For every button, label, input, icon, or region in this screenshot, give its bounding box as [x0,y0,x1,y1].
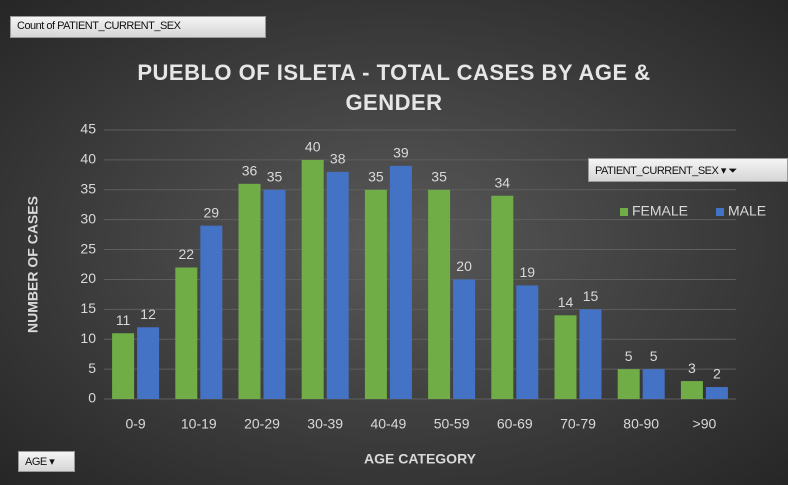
dropdown-icon: ▾ ⏷ [720,165,737,177]
y-tick-label: 5 [88,360,96,376]
bar [428,189,451,399]
y-tick-label: 0 [88,390,96,406]
data-label: 15 [583,288,599,304]
data-label: 35 [431,168,447,184]
x-tick-label: 30-39 [307,416,343,432]
y-tick-label: 40 [80,151,96,167]
x-tick-label: 50-59 [434,416,470,432]
data-label: 35 [267,168,283,184]
x-tick-label: 0-9 [125,416,145,432]
y-axis-label: NUMBER OF CASES [25,196,41,333]
legend-swatch [716,208,724,216]
x-tick-label: 70-79 [560,416,596,432]
bar [137,327,160,399]
bar [453,279,476,399]
data-label: 39 [393,145,409,161]
bar [263,189,286,399]
bar [554,315,577,399]
x-tick-label: 80-90 [623,416,659,432]
data-label: 14 [558,294,574,310]
bar [175,267,198,399]
bar [516,285,539,399]
data-label: 19 [520,264,536,280]
y-tick-label: 15 [80,300,96,316]
x-tick-label: >90 [693,416,717,432]
data-label: 3 [688,360,696,376]
data-label: 40 [305,139,321,155]
bar [389,165,412,399]
data-label: 29 [204,204,220,220]
data-label: 20 [456,258,472,274]
bar [680,381,703,399]
data-label: 36 [242,163,258,179]
legend-field-label: PATIENT_CURRENT_SEX [595,165,719,177]
bar [238,183,261,399]
data-label: 22 [179,246,195,262]
bar [112,333,135,399]
axis-field-label: AGE [25,456,47,468]
y-tick-label: 25 [80,240,96,256]
data-label: 34 [495,174,511,190]
data-label: 12 [140,306,156,322]
y-tick-label: 45 [80,121,96,137]
y-tick-label: 35 [80,180,96,196]
x-tick-label: 60-69 [497,416,533,432]
bar [491,195,514,399]
data-label: 11 [116,312,131,328]
y-tick-label: 10 [80,330,96,346]
bar [364,189,387,399]
bar [642,369,665,399]
x-tick-label: 10-19 [181,416,217,432]
data-label: 35 [368,168,384,184]
data-label: 2 [713,366,721,382]
axis-field-button[interactable]: AGE ▾ [18,451,75,472]
chart-title: PUEBLO OF ISLETA - TOTAL CASES BY AGE & … [137,60,651,115]
bar [705,387,728,399]
y-tick-label: 30 [80,210,96,226]
x-tick-label: 20-29 [244,416,280,432]
legend-swatch [620,208,628,216]
data-label: 5 [650,348,658,364]
data-label: 5 [625,348,633,364]
legend-label: MALE [728,203,766,219]
legend-field-button[interactable]: PATIENT_CURRENT_SEX ▾ ⏷ [588,158,788,182]
data-label: 38 [330,151,346,167]
x-tick-label: 40-49 [370,416,406,432]
legend-label: FEMALE [632,203,688,219]
values-field-button[interactable]: Count of PATIENT_CURRENT_SEX [10,16,266,38]
bar [579,309,602,399]
bar [301,159,324,399]
bar [617,369,640,399]
bar [200,225,223,399]
x-axis-label: AGE CATEGORY [364,451,477,467]
bar [326,171,349,399]
y-tick-label: 20 [80,270,96,286]
